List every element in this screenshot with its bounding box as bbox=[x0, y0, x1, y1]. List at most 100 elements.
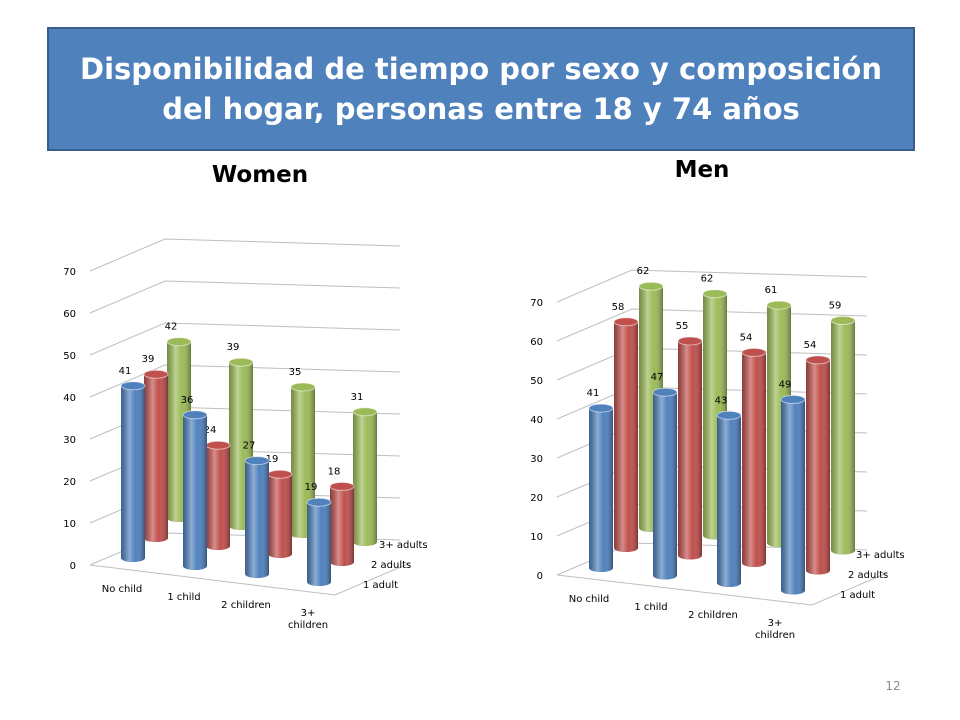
cylinder-shade bbox=[121, 385, 145, 562]
cylinder-shade bbox=[353, 411, 377, 546]
cylinder-top bbox=[741, 347, 767, 357]
y-tick-label: 10 bbox=[63, 519, 76, 530]
data-label: 41 bbox=[587, 388, 600, 399]
cylinder-top bbox=[766, 300, 792, 310]
x-tick-label: 3+ children bbox=[755, 618, 795, 641]
cylinder-shade bbox=[614, 321, 638, 552]
y-tick-label: 70 bbox=[530, 298, 543, 309]
data-label: 54 bbox=[740, 332, 753, 343]
data-label: 54 bbox=[804, 340, 817, 351]
series-label: 2 adults bbox=[848, 570, 888, 581]
cylinder-shade bbox=[781, 399, 805, 595]
y-tick-label: 0 bbox=[70, 561, 76, 572]
grid-line bbox=[89, 280, 401, 314]
cylinder-top bbox=[638, 281, 664, 291]
data-label: 55 bbox=[676, 321, 689, 332]
cylinder-top bbox=[652, 387, 678, 397]
data-label: 36 bbox=[181, 395, 194, 406]
floor bbox=[89, 562, 411, 596]
cylinder-shade bbox=[717, 415, 741, 587]
grid-line bbox=[89, 364, 401, 398]
y-tick-label: 20 bbox=[63, 477, 76, 488]
y-tick-label: 40 bbox=[530, 415, 543, 426]
data-label: 24 bbox=[204, 425, 217, 436]
cylinder-top bbox=[306, 497, 332, 507]
data-label: 27 bbox=[243, 441, 256, 452]
data-label: 39 bbox=[227, 342, 240, 353]
cylinder-shade bbox=[589, 408, 613, 572]
series-label: 2 adults bbox=[371, 560, 411, 571]
title-box bbox=[47, 27, 915, 151]
y-tick-label: 70 bbox=[63, 267, 76, 278]
cylinder-top bbox=[267, 469, 293, 479]
grid-line bbox=[89, 322, 401, 356]
cylinder-top bbox=[352, 407, 378, 417]
x-tick-label: 3+ children bbox=[288, 608, 328, 631]
cylinder-shade bbox=[742, 352, 766, 567]
data-label: 18 bbox=[328, 466, 341, 477]
y-tick-label: 60 bbox=[63, 309, 76, 320]
cylinder-top bbox=[805, 355, 831, 365]
cylinder-top bbox=[166, 337, 192, 347]
cylinder-top bbox=[329, 481, 355, 491]
data-label: 19 bbox=[305, 482, 318, 493]
cylinder-top bbox=[677, 336, 703, 346]
series-label: 1 adult bbox=[363, 580, 398, 591]
data-label: 61 bbox=[765, 285, 778, 296]
cylinder-shade bbox=[831, 320, 855, 555]
slide-title: Disponibilidad de tiempo por sexo y comp… bbox=[80, 52, 882, 126]
chart-title: Women bbox=[212, 162, 308, 188]
cylinder-shade bbox=[245, 460, 269, 578]
cylinder-top bbox=[143, 369, 169, 379]
data-label: 62 bbox=[701, 274, 714, 285]
data-label: 47 bbox=[651, 372, 664, 383]
x-tick-label: 2 children bbox=[221, 600, 271, 611]
cylinder-shade bbox=[653, 392, 677, 580]
cylinder-top bbox=[588, 403, 614, 413]
cylinder-top bbox=[120, 381, 146, 391]
data-label: 19 bbox=[266, 454, 279, 465]
cylinder-top bbox=[780, 394, 806, 404]
y-tick-label: 10 bbox=[530, 532, 543, 543]
y-tick-label: 60 bbox=[530, 337, 543, 348]
data-label: 31 bbox=[351, 392, 364, 403]
data-label: 58 bbox=[612, 302, 625, 313]
cylinder-top bbox=[244, 456, 270, 466]
data-label: 49 bbox=[779, 379, 792, 390]
cylinder-top bbox=[830, 315, 856, 325]
y-tick-label: 20 bbox=[530, 493, 543, 504]
data-label: 41 bbox=[119, 366, 132, 377]
x-tick-label: 2 children bbox=[688, 610, 738, 621]
data-label: 62 bbox=[637, 266, 650, 277]
cylinder-shade bbox=[144, 374, 168, 542]
data-label: 59 bbox=[829, 300, 842, 311]
page-number: 12 bbox=[885, 679, 900, 693]
cylinder-top bbox=[702, 289, 728, 299]
cylinder-top bbox=[290, 382, 316, 392]
cylinder-shade bbox=[307, 502, 331, 586]
grid-line bbox=[89, 238, 401, 272]
cylinder-top bbox=[613, 317, 639, 327]
series-label: 3+ adults bbox=[856, 550, 905, 561]
title-container: Disponibilidad de tiempo por sexo y comp… bbox=[80, 52, 882, 126]
data-label: 42 bbox=[165, 322, 178, 333]
cylinder-shade bbox=[806, 359, 830, 575]
cylinder-shade bbox=[268, 474, 292, 558]
data-label: 43 bbox=[715, 395, 728, 406]
x-tick-label: 1 child bbox=[634, 602, 667, 613]
cylinder-top bbox=[182, 410, 208, 420]
data-label: 39 bbox=[142, 354, 155, 365]
data-label: 35 bbox=[289, 367, 302, 378]
y-tick-label: 50 bbox=[63, 351, 76, 362]
x-tick-label: No child bbox=[569, 594, 610, 605]
floor bbox=[556, 572, 888, 606]
cylinder-shade bbox=[206, 445, 230, 550]
series-label: 1 adult bbox=[840, 590, 875, 601]
y-tick-label: 30 bbox=[63, 435, 76, 446]
y-tick-label: 50 bbox=[530, 376, 543, 387]
cylinder-top bbox=[228, 357, 254, 367]
grid-line bbox=[556, 269, 868, 303]
y-tick-label: 30 bbox=[530, 454, 543, 465]
y-tick-label: 0 bbox=[537, 571, 543, 582]
